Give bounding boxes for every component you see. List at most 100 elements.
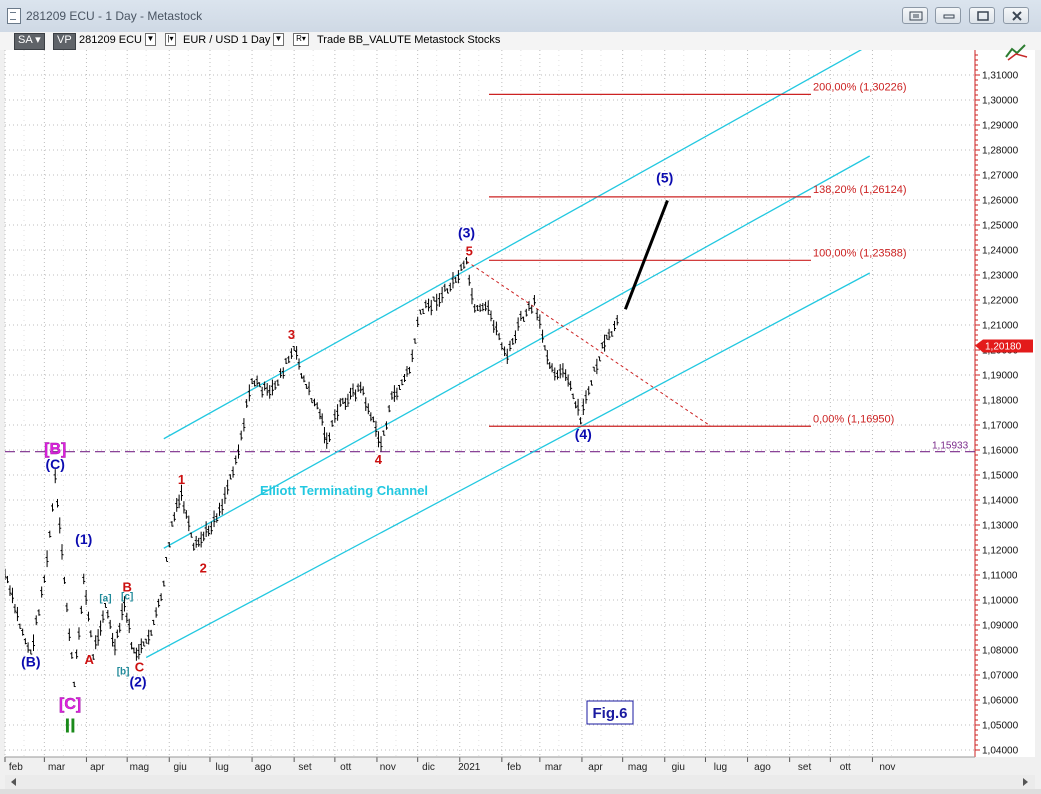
ohlc-bar (21, 628, 25, 636)
x-tick-label: set (298, 762, 312, 773)
ohlc-bar (564, 369, 568, 381)
wave-label: (4) (575, 426, 592, 442)
ohlc-bar (270, 379, 274, 396)
ohlc-bar (223, 486, 227, 504)
wave-label: 1 (178, 472, 185, 487)
ohlc-bar (26, 642, 30, 653)
ohlc-bar (379, 436, 383, 452)
ohlc-bar (545, 350, 549, 365)
scroll-right-icon[interactable] (1023, 778, 1028, 786)
r-dropdown[interactable]: R▾ (293, 33, 309, 46)
ohlc-bar (247, 384, 251, 402)
ohlc-bar (371, 416, 375, 423)
ohlc-bar (416, 316, 420, 328)
wave-label: [C] (59, 696, 81, 713)
vp-button[interactable]: VP (53, 33, 76, 50)
ohlc-bar (91, 654, 95, 660)
ohlc-bar (10, 587, 14, 604)
ohlc-bar (390, 391, 394, 400)
period-dropdown[interactable]: |▾ (165, 33, 176, 46)
ohlc-bar (318, 408, 322, 420)
ohlc-bar (558, 364, 562, 379)
ohlc-bar (75, 649, 79, 659)
maximize-button[interactable] (969, 7, 995, 24)
wave5-projection-line (623, 199, 669, 310)
ohlc-bar (574, 401, 578, 409)
ohlc-bar (333, 409, 337, 423)
wave-label: II (65, 716, 76, 738)
y-tick-label: 1,19000 (982, 371, 1019, 382)
restore-button[interactable] (902, 7, 928, 24)
pair-dropdown[interactable]: ▼ (273, 33, 284, 46)
wave-label: (B) (21, 653, 40, 669)
ohlc-bar (226, 479, 230, 495)
ohlc-bar (281, 367, 285, 379)
close-button[interactable] (1003, 7, 1029, 24)
trade-label: Trade BB_VALUTE Metastock Stocks (317, 34, 501, 46)
ohlc-bar (276, 379, 280, 386)
ohlc-bar (292, 345, 296, 351)
pair-label: EUR / USD 1 Day (183, 34, 271, 46)
ohlc-bar (125, 612, 129, 623)
ohlc-bar (236, 444, 240, 459)
scroll-left-icon[interactable] (11, 778, 16, 786)
ohlc-bar (48, 530, 52, 538)
status-bar (0, 789, 1041, 794)
y-tick-label: 1,18000 (982, 396, 1019, 407)
wave-label: C (135, 659, 145, 674)
horizontal-scrollbar[interactable] (5, 775, 1035, 789)
ohlc-bar (157, 598, 161, 608)
ohlc-bar (497, 332, 501, 341)
ohlc-bar (234, 455, 238, 465)
ohlc-bar (58, 517, 62, 534)
ohlc-bar (89, 630, 93, 638)
ohlc-bar (516, 317, 520, 331)
wave-label: [c] (121, 591, 133, 602)
ohlc-bar (207, 525, 211, 537)
x-tick-label: mar (48, 762, 66, 773)
y-tick-label: 1,09000 (982, 621, 1019, 632)
ohlc-bar (538, 314, 542, 329)
ohlc-bar (418, 309, 422, 315)
ohlc-bar (159, 593, 163, 602)
ohlc-bar (197, 537, 201, 547)
x-tick-label: mag (628, 762, 647, 773)
sa-button[interactable]: SA ▾ (14, 33, 45, 50)
x-tick-label: giu (173, 762, 186, 773)
y-tick-label: 1,11000 (982, 571, 1018, 582)
ohlc-bar (212, 510, 216, 528)
ohlc-bar (15, 606, 19, 622)
wave-label: (C) (46, 456, 65, 472)
y-tick-label: 1,17000 (982, 421, 1019, 432)
ohlc-bar (462, 260, 466, 269)
ohlc-bar (387, 405, 391, 413)
ohlc-bar (576, 398, 580, 416)
ohlc-bar (184, 510, 188, 519)
scrollbar-arrows (11, 778, 1028, 786)
ohlc-bar (182, 501, 186, 514)
ohlc-bar (615, 314, 619, 326)
fib-level-label: 0,00% (1,16950) (813, 413, 894, 425)
ohlc-bar (122, 596, 126, 612)
ohlc-bar (268, 385, 272, 399)
ohlc-bar (435, 293, 439, 311)
ohlc-bar (325, 432, 329, 449)
channel-lower-line (145, 272, 871, 659)
ohlc-bar (451, 272, 455, 289)
ohlc-bar (473, 304, 477, 313)
ohlc-bar (384, 421, 388, 430)
minimize-button[interactable] (935, 7, 961, 24)
last-price-label: 1,20180 (985, 342, 1022, 353)
ohlc-bar (584, 390, 588, 404)
chart-tool-icon-line (1007, 53, 1028, 61)
chart-area[interactable] (5, 50, 1035, 757)
restore-icon (909, 11, 923, 21)
ohlc-bar (113, 638, 117, 656)
y-tick-label: 1,22000 (982, 296, 1019, 307)
ohlc-bar (530, 305, 534, 314)
ohlc-bar (273, 380, 277, 391)
symbol-dropdown[interactable]: ▼ (145, 33, 156, 46)
ohlc-bar (215, 513, 219, 523)
ohlc-bar (607, 328, 611, 341)
ohlc-bar (255, 375, 259, 387)
